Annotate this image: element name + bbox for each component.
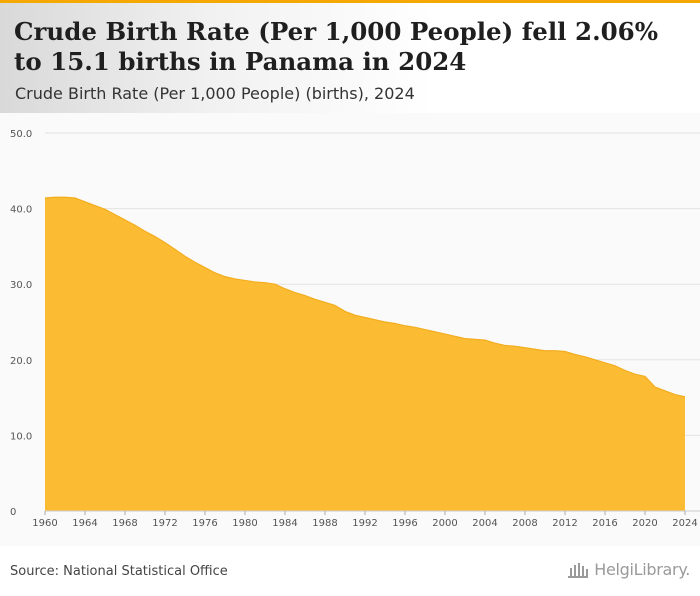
x-tick-label: 1988 <box>312 518 337 529</box>
chart-subtitle: Crude Birth Rate (Per 1,000 People) (bir… <box>15 84 415 103</box>
chart-footer: Source: National Statistical Office Helg… <box>0 546 700 596</box>
chart-header: Crude Birth Rate (Per 1,000 People) fell… <box>0 3 700 113</box>
helgi-library-logo[interactable]: HelgiLibrary. <box>567 560 690 579</box>
x-tick-label: 1992 <box>352 518 377 529</box>
y-tick-label: 0 <box>10 507 16 518</box>
x-tick-label: 1984 <box>272 518 297 529</box>
x-tick-label: 2000 <box>432 518 457 529</box>
area-series-line <box>44 196 686 398</box>
x-tick-label: 2004 <box>472 518 497 529</box>
plot-area: 0 10.0 20.0 30.0 40.0 50.0 1960 1964 1968 1972 197… <box>0 113 700 546</box>
library-building-icon <box>568 562 589 578</box>
y-tick-label: 10.0 <box>10 431 32 442</box>
accent-bar <box>0 0 700 3</box>
x-tick-label: 1972 <box>152 518 177 529</box>
y-tick-label: 20.0 <box>10 356 32 367</box>
x-tick-label: 1976 <box>192 518 217 529</box>
x-tick-label: 2012 <box>552 518 577 529</box>
source-note: Source: National Statistical Office <box>10 564 228 579</box>
x-tick-label: 2020 <box>632 518 657 529</box>
y-tick-label: 30.0 <box>10 280 32 291</box>
y-tick-label: 50.0 <box>10 129 32 140</box>
x-tick-label: 2024 <box>672 518 697 529</box>
x-tick-label: 1964 <box>72 518 97 529</box>
area-chart: 0 10.0 20.0 30.0 40.0 50.0 1960 1964 1968 1972 197… <box>10 129 700 529</box>
chart-title: Crude Birth Rate (Per 1,000 People) fell… <box>14 17 658 76</box>
logo-text: HelgiLibrary. <box>594 560 690 579</box>
x-tick-label: 1960 <box>32 518 57 529</box>
y-tick-label: 40.0 <box>10 205 32 216</box>
x-tick-label: 1968 <box>112 518 137 529</box>
x-tick-label: 1980 <box>232 518 257 529</box>
area-series <box>45 197 685 511</box>
x-tick-label: 2008 <box>512 518 537 529</box>
x-tick-label: 2016 <box>592 518 617 529</box>
x-tick-label: 1996 <box>392 518 417 529</box>
